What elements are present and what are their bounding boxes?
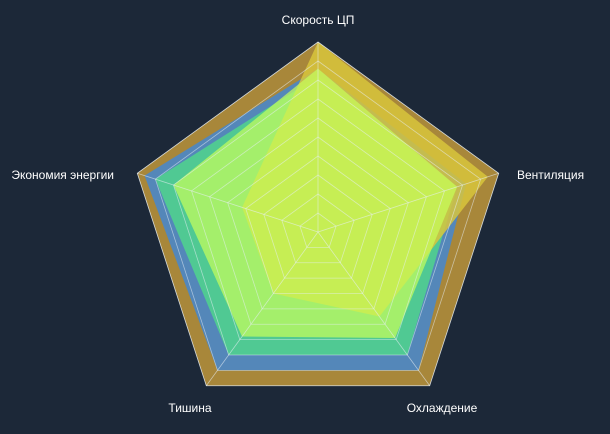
grid-ring-8 bbox=[172, 79, 464, 356]
axis-label-cpu-speed: Скорость ЦП bbox=[282, 13, 355, 27]
axis-line-cooling bbox=[317, 231, 431, 386]
axis-label-energy-saving: Экономия энергии bbox=[11, 168, 114, 182]
grid-ring-10 bbox=[136, 41, 500, 387]
axis-label-cooling: Охлаждение bbox=[407, 401, 478, 415]
grid-ring-3 bbox=[263, 174, 373, 279]
axis-label-silence: Тишина bbox=[168, 401, 211, 415]
grid-ring-5 bbox=[227, 136, 409, 310]
grid-layer bbox=[136, 41, 500, 387]
grid-ring-9 bbox=[154, 60, 482, 371]
grid-ring-1 bbox=[299, 212, 337, 248]
grid-ring-2 bbox=[281, 193, 355, 264]
grid-ring-7 bbox=[191, 98, 445, 340]
grid-ring-4 bbox=[245, 155, 391, 294]
series-layer bbox=[137, 42, 499, 386]
label-layer: Скорость ЦП Вентиляция Охлаждение Тишина… bbox=[11, 13, 584, 415]
axis-line-ventilation bbox=[317, 172, 499, 233]
axis-line-silence bbox=[205, 231, 319, 386]
grid-ring-6 bbox=[209, 117, 427, 325]
axis-line-energy-saving bbox=[137, 172, 319, 233]
axis-label-ventilation: Вентиляция bbox=[517, 168, 584, 182]
